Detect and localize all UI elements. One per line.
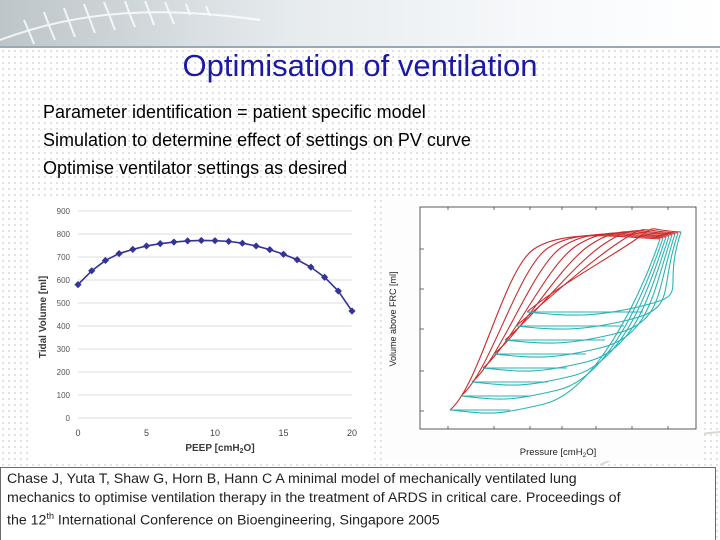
pv-loop-cyan bbox=[504, 233, 676, 344]
pv-loop-red bbox=[515, 229, 679, 327]
pv-loop-cyan bbox=[460, 237, 664, 400]
data-point bbox=[211, 237, 219, 245]
x-tick-label: 15 bbox=[278, 428, 288, 438]
pv-curve-chart-panel: Volume above FRC [ml] Pressure [cmH2O] bbox=[384, 199, 704, 461]
citation-superscript: th bbox=[46, 511, 54, 521]
data-point bbox=[142, 242, 151, 250]
y-tick-label: 600 bbox=[57, 276, 71, 285]
y-axis-label: Tidal Volume [ml] bbox=[38, 276, 49, 358]
y-tick-label: 800 bbox=[57, 230, 71, 239]
x-tick-label: 0 bbox=[75, 428, 80, 438]
y-tick-label: 500 bbox=[57, 299, 71, 308]
x-tick-label: 5 bbox=[144, 428, 149, 438]
header-divider bbox=[0, 46, 720, 48]
y-axis-label: Volume above FRC [ml] bbox=[388, 271, 398, 366]
header-band bbox=[0, 0, 720, 48]
pv-loop-cyan bbox=[482, 235, 670, 372]
y-tick-label: 700 bbox=[57, 253, 71, 262]
bullet-list: Parameter identification = patient speci… bbox=[43, 98, 471, 182]
citation-line: the 12th International Conference on Bio… bbox=[7, 507, 715, 530]
data-point bbox=[156, 240, 164, 248]
data-point bbox=[348, 307, 356, 315]
data-point bbox=[307, 263, 315, 271]
citation-text: the 12 bbox=[7, 512, 47, 529]
x-axis-label: PEEP [cmH2O] bbox=[185, 443, 254, 455]
pv-loop-cyan bbox=[493, 234, 673, 358]
pv-loop-red bbox=[471, 233, 667, 383]
tidal-volume-chart: 0 100 200 300 400 500 600 700 800 900 0 5 10 15 20 PEE… bbox=[38, 207, 357, 455]
bullet-item: Optimise ventilator settings as desired bbox=[43, 158, 348, 178]
data-point bbox=[170, 238, 178, 246]
y-tick-label: 200 bbox=[57, 368, 71, 377]
data-point bbox=[129, 245, 137, 254]
citation-line: Chase J, Yuta T, Shaw G, Horn B, Hann C … bbox=[7, 471, 577, 487]
pv-loop-cyan bbox=[515, 232, 679, 330]
data-point bbox=[266, 246, 274, 254]
slide-title: Optimisation of ventilation bbox=[182, 48, 538, 83]
pv-loop-cyan bbox=[471, 236, 667, 386]
y-tick-label: 100 bbox=[57, 391, 71, 400]
pv-loop-red bbox=[460, 234, 664, 397]
pv-loop-cyan bbox=[526, 231, 682, 316]
data-point bbox=[252, 242, 260, 250]
y-tick-label: 300 bbox=[57, 345, 71, 354]
citation-box: Chase J, Yuta T, Shaw G, Horn B, Hann C … bbox=[0, 467, 716, 540]
data-point bbox=[321, 273, 329, 281]
citation-text: International Conference on Bioengineeri… bbox=[53, 512, 440, 529]
x-tick-label: 10 bbox=[210, 428, 220, 438]
x-axis-label: Pressure [cmH2O] bbox=[520, 447, 596, 459]
y-tick-label: 900 bbox=[57, 207, 71, 216]
data-point bbox=[279, 250, 288, 258]
pv-curve-chart: Volume above FRC [ml] Pressure [cmH2O] bbox=[388, 206, 697, 459]
pv-loop-cyan bbox=[449, 238, 661, 414]
data-point bbox=[225, 237, 233, 245]
citation-line: mechanics to optimise ventilation therap… bbox=[7, 489, 621, 506]
bullet-item: Parameter identification = patient speci… bbox=[43, 102, 426, 122]
bullet-item: Simulation to determine effect of settin… bbox=[43, 130, 471, 150]
data-point bbox=[238, 239, 246, 247]
tidal-volume-chart-panel: 0 100 200 300 400 500 600 700 800 900 0 5 10 15 20 PEE… bbox=[30, 199, 370, 461]
data-point bbox=[115, 249, 123, 258]
x-tick-label: 20 bbox=[347, 428, 357, 438]
pv-loop-red bbox=[504, 230, 676, 341]
y-tick-label: 400 bbox=[57, 322, 71, 331]
data-point bbox=[197, 236, 205, 245]
pv-loop-red bbox=[526, 228, 682, 313]
fern-decoration-top bbox=[0, 0, 261, 45]
y-tick-label: 0 bbox=[66, 414, 71, 423]
data-point bbox=[184, 237, 192, 245]
plot-frame bbox=[419, 206, 697, 430]
